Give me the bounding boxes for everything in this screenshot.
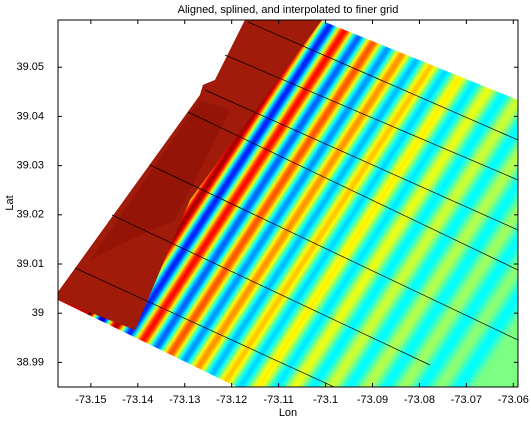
x-tick-label: -73.1 <box>313 394 338 406</box>
y-axis-label: Lat <box>4 195 16 210</box>
y-tick-label: 39.03 <box>16 160 44 172</box>
y-tick-label: 39.01 <box>16 258 44 270</box>
y-tick-label: 39 <box>32 307 44 319</box>
x-tick-label: -73.08 <box>404 394 435 406</box>
x-tick-label: -73.13 <box>169 394 200 406</box>
plot-frame <box>57 19 519 388</box>
y-tick-label: 38.99 <box>16 356 44 368</box>
x-tick-label: -73.15 <box>75 394 106 406</box>
x-tick-label: -73.09 <box>357 394 388 406</box>
y-tick-label: 39.04 <box>16 110 44 122</box>
chart-title: Aligned, splined, and interpolated to fi… <box>178 4 399 16</box>
land-shade <box>90 100 230 260</box>
transects <box>74 21 518 387</box>
y-tick-label: 39.02 <box>16 209 44 221</box>
y-tick-label: 39.05 <box>16 61 44 73</box>
wave-field <box>58 20 518 387</box>
field <box>58 20 518 387</box>
x-tick-label: -73.07 <box>451 394 482 406</box>
x-tick-label: -73.11 <box>263 394 293 406</box>
x-tick-label: -73.12 <box>216 394 247 406</box>
x-tick-label: -73.06 <box>498 394 529 406</box>
x-axis-label: Lon <box>279 407 297 419</box>
x-tick-label: -73.14 <box>122 394 153 406</box>
